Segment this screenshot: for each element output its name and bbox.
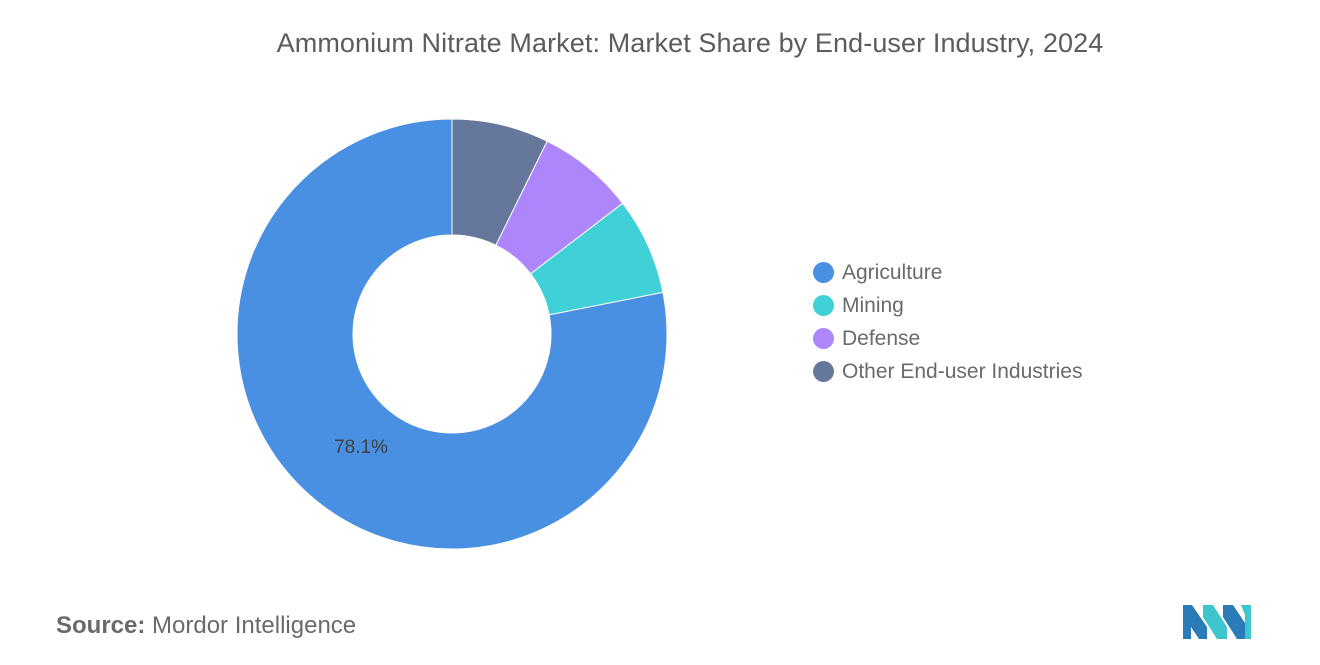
legend: Agriculture Mining Defense Other End-use… xyxy=(813,256,1082,388)
legend-label: Defense xyxy=(842,326,921,350)
legend-swatch xyxy=(813,361,834,382)
logo-shape xyxy=(1183,605,1207,639)
source-label: Source: xyxy=(56,612,146,639)
data-labels: 78.1% xyxy=(334,437,388,458)
source-text: Mordor Intelligence xyxy=(152,612,357,639)
legend-swatch xyxy=(813,295,834,316)
logo-shape xyxy=(1203,605,1227,639)
legend-label: Mining xyxy=(842,293,904,317)
legend-item-agriculture[interactable]: Agriculture xyxy=(813,256,1082,289)
logo-shape xyxy=(1223,605,1245,639)
legend-label: Agriculture xyxy=(842,260,943,284)
source-note: Source: Mordor Intelligence xyxy=(56,612,356,640)
mordor-intelligence-logo-icon xyxy=(1183,605,1251,639)
legend-swatch xyxy=(813,328,834,349)
legend-item-mining[interactable]: Mining xyxy=(813,289,1082,322)
donut-slices xyxy=(236,118,668,550)
legend-label: Other End-user Industries xyxy=(842,359,1083,383)
chart-title: Ammonium Nitrate Market: Market Share by… xyxy=(276,28,1104,58)
logo-shape xyxy=(1241,605,1251,639)
data-label-agriculture: 78.1% xyxy=(334,437,388,458)
legend-item-other[interactable]: Other End-user Industries xyxy=(813,355,1082,388)
legend-item-defense[interactable]: Defense xyxy=(813,322,1082,355)
legend-swatch xyxy=(813,262,834,283)
slice-agriculture xyxy=(236,118,668,550)
